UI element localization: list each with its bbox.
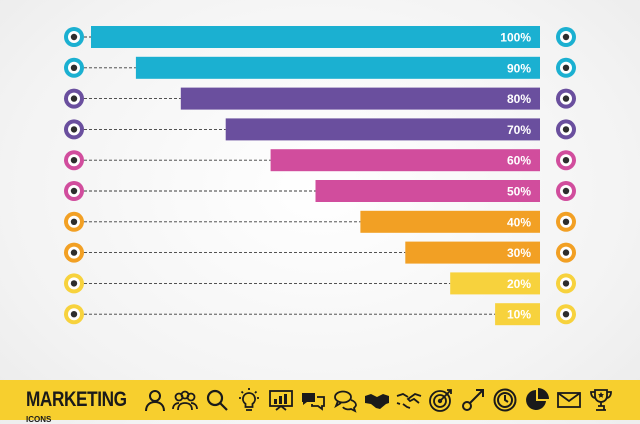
- search-icon: [206, 389, 228, 411]
- bar-value-label: 20%: [507, 277, 531, 291]
- bar-value-label: 60%: [507, 154, 531, 168]
- left-marker-center: [70, 249, 78, 256]
- bar: [91, 26, 540, 48]
- right-marker-center: [562, 187, 570, 195]
- bar-value-label: 10%: [507, 308, 531, 322]
- bar: [135, 56, 540, 79]
- chat-icon: [334, 390, 357, 413]
- right-marker-center: [562, 126, 570, 133]
- right-marker-center: [562, 311, 570, 318]
- bar-value-label: 50%: [507, 185, 531, 199]
- bar: [225, 118, 540, 141]
- bar: [450, 272, 540, 295]
- target-icon: [429, 389, 452, 412]
- bar: [360, 210, 540, 233]
- bar: [405, 241, 540, 264]
- left-marker-center: [70, 311, 78, 318]
- bar: [315, 180, 540, 202]
- left-marker-center: [70, 95, 78, 102]
- lightbulb-icon: [239, 388, 259, 411]
- right-marker-center: [562, 157, 570, 164]
- bar: [180, 87, 541, 110]
- clock-icon: [493, 388, 517, 412]
- bar-value-label: 90%: [507, 61, 531, 75]
- bar-value-label: 30%: [507, 246, 531, 260]
- growth-arrow-icon: [462, 389, 484, 411]
- group-icon: [172, 390, 198, 411]
- right-marker-center: [562, 280, 570, 287]
- funnel-bar-chart: 100% 90% 80% 70% 60% 50% 40% 30% 20% 10%: [64, 26, 576, 326]
- left-marker-center: [70, 33, 78, 41]
- footer-title: MARKETING: [26, 388, 127, 411]
- left-marker-center: [70, 280, 78, 287]
- bar: [270, 149, 540, 172]
- bar-value-label: 100%: [500, 31, 531, 45]
- right-marker-center: [562, 95, 570, 102]
- envelope-icon: [557, 392, 581, 408]
- left-marker-center: [70, 126, 78, 133]
- left-marker-center: [70, 218, 78, 225]
- left-marker-center: [70, 64, 78, 72]
- right-marker-center: [562, 33, 570, 41]
- user-icon: [145, 390, 165, 412]
- bar: [495, 303, 540, 326]
- right-marker-center: [562, 249, 570, 256]
- bar-value-label: 80%: [507, 92, 531, 106]
- pie-chart-icon: [526, 388, 549, 410]
- left-marker-center: [70, 157, 78, 164]
- presentation-icon: [269, 390, 293, 411]
- handshake-icon: [365, 394, 389, 409]
- speech-bubbles-icon: [302, 393, 325, 411]
- right-marker-center: [562, 64, 570, 72]
- trophy-icon: [590, 389, 612, 411]
- bar-value-label: 40%: [507, 215, 531, 229]
- deal-icon: [396, 393, 422, 409]
- bar-value-label: 70%: [507, 123, 531, 137]
- left-marker-center: [70, 187, 78, 195]
- right-marker-center: [562, 218, 570, 225]
- footer-banner: MARKETING ICONS: [0, 380, 640, 424]
